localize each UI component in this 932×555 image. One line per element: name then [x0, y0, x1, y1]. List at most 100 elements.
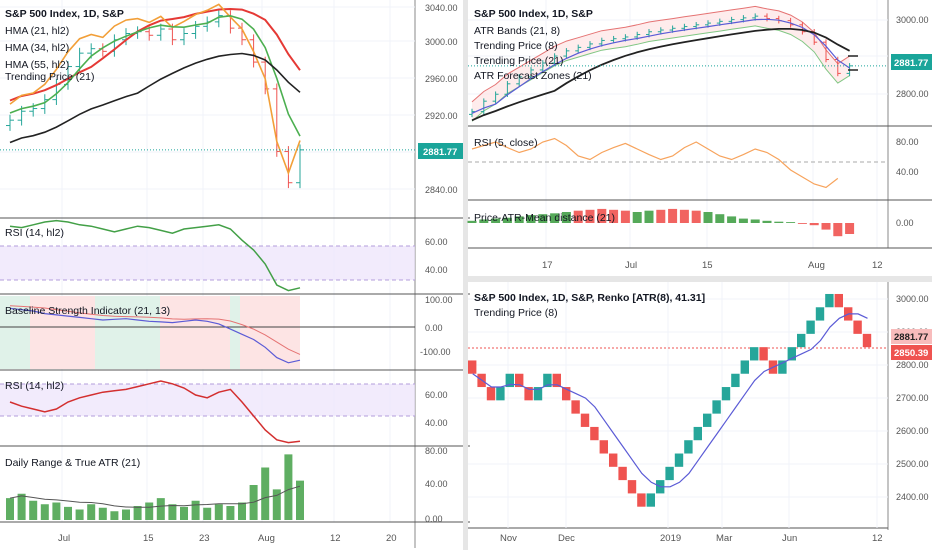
left-range-bar	[261, 468, 269, 521]
right-bottom-renko-brick	[703, 414, 711, 427]
right-bottom-renko-brick	[609, 454, 617, 467]
left-range-bar	[76, 510, 84, 521]
left-range-bar	[134, 506, 142, 520]
left-range-tick-40: 40.00	[425, 479, 448, 489]
right-top-mean-bar	[763, 221, 772, 223]
left-rsi1-tick-60: 60.00	[425, 237, 448, 247]
right-top-mean-bar	[715, 214, 724, 223]
right-top-mean-bar	[810, 223, 819, 225]
right-top-mean-bar	[680, 210, 689, 223]
left-baseline-label: Baseline Strength Indicator (21, 13)	[5, 305, 170, 317]
right-bottom-renko-pane[interactable]	[468, 294, 871, 507]
left-range-bar	[168, 504, 176, 520]
right-bottom-x-label-jun: Jun	[782, 533, 797, 544]
left-legend-hma55: HMA (55, hl2)	[5, 59, 69, 71]
left-price-tick-3040: 3040.00	[425, 3, 458, 13]
right-horizontal-divider[interactable]	[468, 276, 932, 282]
right-bottom-x-label-dec: Dec	[558, 533, 575, 544]
right-top-mean-bar	[845, 223, 854, 234]
right-top-mean-tick-0: 0.00	[896, 218, 914, 228]
left-range-bar	[122, 510, 130, 521]
right-bottom-renko-brick	[825, 294, 833, 307]
right-bottom-price-tick-2800: 2800.00	[896, 360, 929, 370]
left-range-bar	[203, 508, 211, 520]
left-price-tick-3000: 3000.00	[425, 37, 458, 47]
right-top-mean-bar	[798, 223, 807, 224]
right-top-mean-bar	[656, 210, 665, 223]
right-bottom-price-tick-3000: 3000.00	[896, 294, 929, 304]
left-price-tag-text: 2881.77	[423, 147, 457, 158]
right-top-mean-bar	[833, 223, 842, 236]
left-range-bar	[52, 503, 60, 521]
left-legend-hma21: HMA (21, hl2)	[5, 25, 69, 37]
left-range-tick-0: 0.00	[425, 514, 443, 524]
left-legend-hma34: HMA (34, hl2)	[5, 42, 69, 54]
left-range-bar	[64, 507, 72, 520]
right-top-mean-bar	[645, 211, 654, 223]
right-bottom-renko-brick	[496, 387, 504, 400]
left-title: S&P 500 Index, 1D, S&P	[5, 8, 124, 20]
left-rsi2-tick-40: 40.00	[425, 418, 448, 428]
right-top-price-tick-3000: 3000.00	[896, 15, 929, 25]
left-baseline-tick-100: 100.00	[425, 295, 453, 305]
left-range-label: Daily Range & True ATR (21)	[5, 457, 140, 469]
right-top-mean-bar	[786, 222, 795, 223]
right-bottom-renko-brick	[571, 400, 579, 413]
right-bottom-tag-top-text: 2881.77	[894, 332, 928, 343]
right-bottom-renko-brick	[759, 347, 767, 360]
right-top-legend-forecast: ATR Forecast Zones (21)	[474, 70, 592, 82]
right-top-mean-bar	[727, 216, 736, 223]
right-bottom-renko-brick	[468, 360, 476, 373]
right-bottom-renko-brick	[863, 334, 871, 347]
right-top-mean-bar	[822, 223, 831, 230]
right-top-legend-trending8: Trending Price (8)	[474, 40, 558, 52]
right-bottom-renko-brick	[806, 321, 814, 334]
layout-divider[interactable]	[463, 0, 468, 550]
right-bottom-chart-panel[interactable]: S&P 500 Index, 1D, S&P, Renko [ATR(8), 4…	[468, 282, 932, 544]
right-bottom-renko-brick	[835, 294, 843, 307]
left-range-bar	[6, 498, 14, 520]
left-range-bar	[110, 511, 118, 520]
left-x-label-12: 12	[330, 533, 341, 544]
left-baseline-zone-3	[160, 296, 230, 369]
right-bottom-renko-brick	[618, 467, 626, 480]
right-bottom-renko-brick	[637, 493, 645, 506]
right-bottom-renko-brick	[665, 467, 673, 480]
right-top-x-label-17: 17	[542, 260, 553, 271]
left-range-bar	[29, 501, 37, 520]
left-x-label-23: 23	[199, 533, 210, 544]
right-bottom-price-tick-2500: 2500.00	[896, 459, 929, 469]
right-top-x-label-jul: Jul	[625, 260, 637, 271]
right-bottom-price-tick-2700: 2700.00	[896, 393, 929, 403]
right-top-x-label-15: 15	[702, 260, 713, 271]
right-top-mean-bar	[692, 211, 701, 223]
right-bottom-renko-brick	[628, 480, 636, 493]
right-bottom-renko-brick	[684, 440, 692, 453]
right-bottom-x-label-nov: Nov	[500, 533, 517, 544]
right-bottom-renko-brick	[722, 387, 730, 400]
right-bottom-x-label-2019: 2019	[660, 533, 681, 544]
left-chart-panel[interactable]: S&P 500 Index, 1D, S&P HMA (21, hl2) HMA…	[0, 0, 470, 548]
left-price-tick-2840: 2840.00	[425, 185, 458, 195]
right-top-mean-bar	[751, 219, 760, 223]
right-top-title: S&P 500 Index, 1D, S&P	[474, 8, 593, 20]
left-rsi1-band	[0, 246, 415, 280]
left-x-label-20: 20	[386, 533, 397, 544]
left-rsi2-label: RSI (14, hl2)	[5, 380, 64, 392]
left-range-bar	[99, 508, 107, 520]
left-range-bar	[18, 494, 26, 520]
right-top-chart-panel[interactable]: S&P 500 Index, 1D, S&P ATR Bands (21, 8)…	[468, 0, 932, 271]
right-top-mean-bar	[633, 212, 642, 223]
right-bottom-renko-brick	[731, 374, 739, 387]
right-bottom-price-tick-2600: 2600.00	[896, 426, 929, 436]
left-rsi2-tick-60: 60.00	[425, 390, 448, 400]
left-baseline-tick-0: 0.00	[425, 323, 443, 333]
right-bottom-legend-trending8: Trending Price (8)	[474, 307, 558, 319]
left-range-bar	[41, 504, 49, 520]
right-top-legend-trending21: Trending Price (21)	[474, 55, 563, 67]
right-bottom-tag-bottom-text: 2850.39	[894, 348, 928, 359]
right-bottom-renko-brick	[797, 334, 805, 347]
left-baseline-zone-5	[240, 296, 300, 369]
right-top-mean-bar	[621, 211, 630, 223]
